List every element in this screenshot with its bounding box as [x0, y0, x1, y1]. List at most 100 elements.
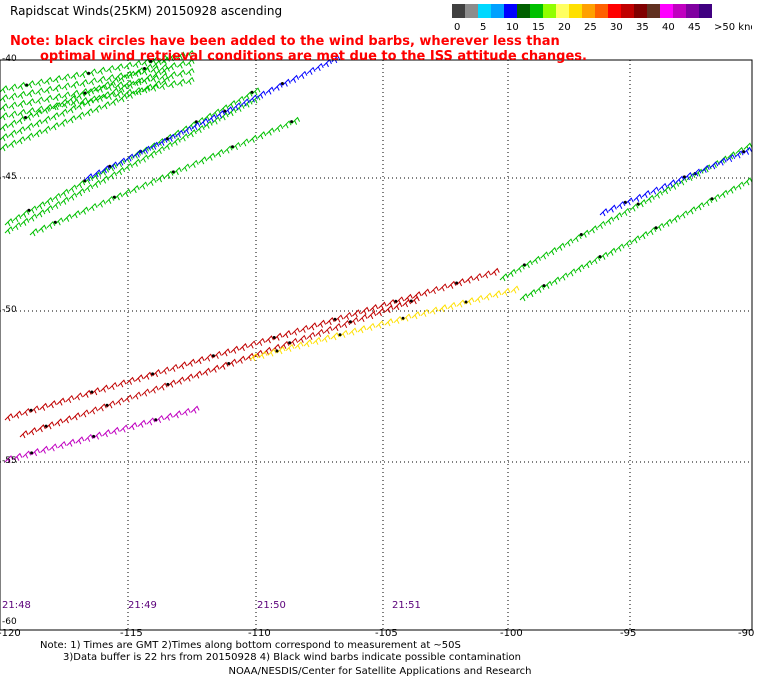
wind-barb: [84, 433, 94, 442]
wind-barb: [101, 91, 111, 100]
wind-barb: [92, 169, 102, 178]
wind-barb: [61, 82, 71, 91]
wind-barb: [97, 66, 106, 75]
wind-barb: [102, 429, 111, 438]
wind-barb: [92, 179, 102, 188]
wind-barb: [152, 369, 162, 378]
wind-barb: [219, 112, 229, 121]
wind-barb: [543, 280, 553, 289]
wind-barb: [155, 414, 165, 424]
wind-barb: [679, 210, 689, 219]
wind-barb: [8, 110, 18, 119]
contamination-dot: [682, 175, 686, 179]
wind-barb: [515, 264, 525, 273]
time-label: 21:51: [392, 600, 421, 611]
wind-barb: [306, 66, 316, 75]
wind-barb: [167, 379, 177, 388]
wind-barb: [719, 189, 729, 198]
wind-barb: [227, 100, 237, 109]
wind-barb: [369, 304, 379, 313]
contamination-dot: [211, 354, 215, 358]
wind-barb: [348, 327, 358, 336]
wind-barb: [257, 90, 267, 99]
wind-barb: [184, 373, 194, 382]
wind-barb: [639, 231, 649, 240]
wind-barb: [31, 448, 41, 457]
wind-barb: [158, 382, 168, 391]
legend-tick-label: 15: [532, 22, 545, 33]
wind-barb: [616, 200, 626, 210]
x-tick-label: -95: [620, 628, 637, 639]
wind-barb: [79, 79, 89, 88]
wind-barb: [4, 455, 14, 464]
wind-barb: [127, 70, 136, 79]
wind-barb: [308, 322, 318, 331]
wind-barb: [50, 122, 60, 131]
legend-tick-label: >50 knots: [714, 22, 752, 33]
wind-barb: [483, 292, 493, 301]
wind-barb: [256, 337, 266, 346]
wind-barb: [76, 180, 86, 189]
wind-barb: [127, 90, 136, 99]
wind-barb: [687, 206, 697, 215]
wind-barb: [126, 376, 136, 385]
wind-barb: [111, 426, 120, 435]
wind-barb: [76, 111, 85, 120]
wind-barb: [114, 81, 124, 90]
wind-barb: [71, 412, 81, 421]
wind-barb: [224, 106, 234, 115]
wind-barb: [118, 84, 128, 93]
wind-barb-swaths: [0, 49, 753, 464]
legend-swatch: [517, 4, 530, 18]
wind-barb: [89, 406, 99, 415]
wind-barb: [456, 278, 466, 287]
wind-barb: [667, 179, 677, 188]
wind-barb: [160, 366, 170, 375]
contamination-dot: [333, 317, 337, 321]
legend-swatch: [582, 4, 595, 18]
wind-barb: [663, 218, 673, 227]
wind-barb: [240, 138, 250, 147]
wind-barb: [465, 297, 475, 306]
wind-barb: [195, 356, 205, 365]
wind-barb: [161, 76, 170, 85]
contamination-dot: [231, 145, 234, 149]
legend-swatch: [478, 4, 491, 18]
wind-barb: [106, 82, 115, 92]
legend-tick-label: 35: [636, 22, 649, 33]
contamination-dot: [272, 336, 276, 339]
wind-barb: [210, 364, 220, 373]
wind-barb: [743, 146, 753, 155]
wind-barb: [4, 226, 14, 235]
wind-barb: [624, 197, 634, 206]
wind-barb: [42, 115, 51, 124]
wind-barb: [139, 181, 149, 190]
wind-barb: [325, 317, 335, 326]
wind-barb: [134, 374, 144, 383]
wind-barb: [662, 186, 672, 195]
wind-barb: [181, 163, 191, 172]
wind-barb: [247, 340, 257, 349]
legend-swatch: [465, 4, 478, 18]
wind-barb: [490, 267, 500, 276]
wind-barb: [97, 199, 106, 208]
wind-barb: [44, 205, 54, 214]
wind-barb: [156, 145, 165, 155]
contamination-dot: [112, 195, 116, 199]
wind-barb: [605, 216, 615, 225]
wind-barb: [684, 172, 693, 181]
y-tick-label: -60: [2, 617, 17, 627]
wind-barb: [135, 67, 145, 76]
wind-barb: [57, 440, 67, 450]
footer-credit: NOAA/NESDIS/Center for Satellite Applica…: [228, 666, 532, 677]
wind-barb: [17, 81, 27, 90]
wind-barb: [202, 367, 212, 376]
legend-swatch: [491, 4, 504, 18]
wind-barb: [158, 137, 168, 146]
contamination-dot: [53, 220, 57, 224]
wind-barb: [608, 204, 617, 213]
wind-barb: [273, 82, 283, 91]
wind-barb: [655, 222, 665, 231]
wind-barb: [375, 320, 385, 329]
wind-barb: [54, 418, 64, 427]
